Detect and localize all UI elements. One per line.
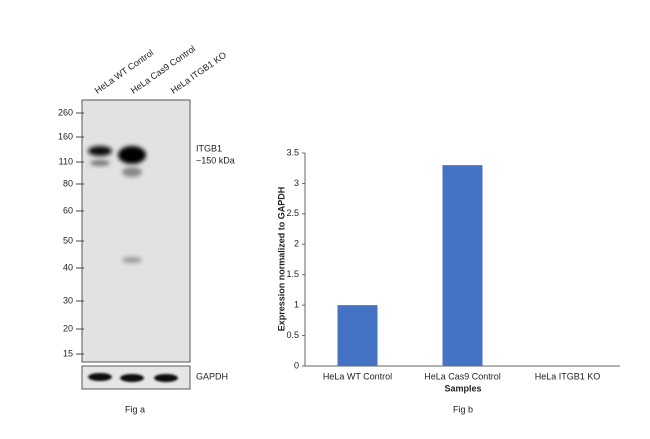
- marker-label: 60: [63, 205, 73, 215]
- bar: [337, 305, 378, 366]
- blot-membrane: [81, 99, 191, 363]
- marker-label: 30: [63, 295, 73, 305]
- y-axis-label: Expression normalized to GAPDH: [276, 187, 286, 332]
- y-tick-label: 3: [294, 178, 299, 188]
- loading-control-label: GAPDH: [196, 371, 228, 381]
- x-tick-label: HeLa Cas9 Control: [424, 371, 501, 381]
- y-tick-label: 2.5: [286, 208, 299, 218]
- x-tick-label: HeLa WT Control: [323, 371, 392, 381]
- target-label: ITGB1: [196, 143, 222, 153]
- target-size: ~150 kDa: [196, 155, 235, 165]
- marker-label: 15: [63, 348, 73, 358]
- bar: [442, 165, 483, 366]
- band: [88, 373, 112, 381]
- band: [118, 146, 146, 164]
- y-tick-label: 2: [294, 239, 299, 249]
- band: [122, 167, 142, 177]
- y-tick-label: 1: [294, 300, 299, 310]
- lane-label: HeLa Cas9 Control: [129, 43, 197, 95]
- marker-label: 50: [63, 235, 73, 245]
- caption: Fig a: [125, 404, 145, 414]
- marker-label: 260: [58, 107, 73, 117]
- marker-label: 110: [59, 156, 73, 166]
- caption: Fig b: [453, 404, 473, 414]
- band: [120, 374, 144, 382]
- lane-label: HeLa WT Control: [93, 48, 156, 96]
- y-tick-label: 3.5: [286, 147, 299, 157]
- y-tick-label: 1.5: [286, 269, 299, 279]
- marker-label: 40: [63, 262, 73, 272]
- band: [90, 160, 110, 166]
- marker-label: 80: [63, 178, 73, 188]
- marker-label: 20: [63, 323, 73, 333]
- band: [122, 257, 142, 263]
- band: [88, 146, 112, 156]
- y-tick-label: 0.5: [286, 330, 299, 340]
- band: [154, 374, 178, 382]
- x-axis-label: Samples: [444, 383, 481, 393]
- y-tick-label: 0: [294, 360, 299, 370]
- blot: ITGB1 ~150 kDa GAPDH Fig a: [81, 99, 235, 414]
- x-tick-label: HeLa ITGB1 KO: [535, 371, 601, 381]
- marker-label: 160: [58, 131, 73, 141]
